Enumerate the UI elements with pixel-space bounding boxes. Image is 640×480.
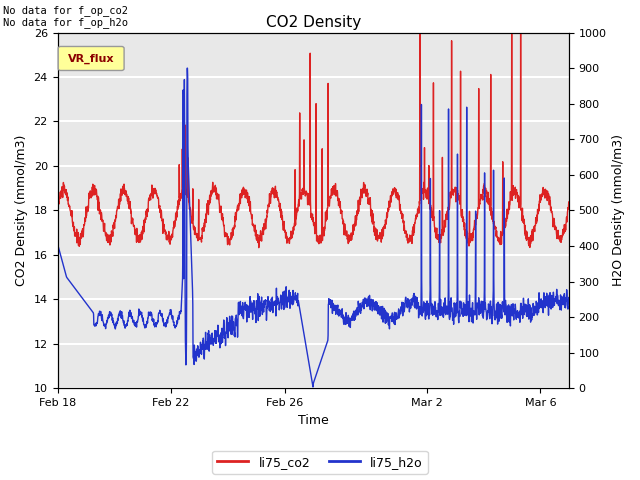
Text: No data for f_op_co2
No data for f_op_h2o: No data for f_op_co2 No data for f_op_h2… <box>3 5 128 28</box>
Legend: li75_co2, li75_h2o: li75_co2, li75_h2o <box>212 451 428 474</box>
Title: CO2 Density: CO2 Density <box>266 15 361 30</box>
Y-axis label: H2O Density (mmol/m3): H2O Density (mmol/m3) <box>612 134 625 287</box>
X-axis label: Time: Time <box>298 414 328 427</box>
Text: VR_flux: VR_flux <box>68 53 115 64</box>
Y-axis label: CO2 Density (mmol/m3): CO2 Density (mmol/m3) <box>15 135 28 286</box>
